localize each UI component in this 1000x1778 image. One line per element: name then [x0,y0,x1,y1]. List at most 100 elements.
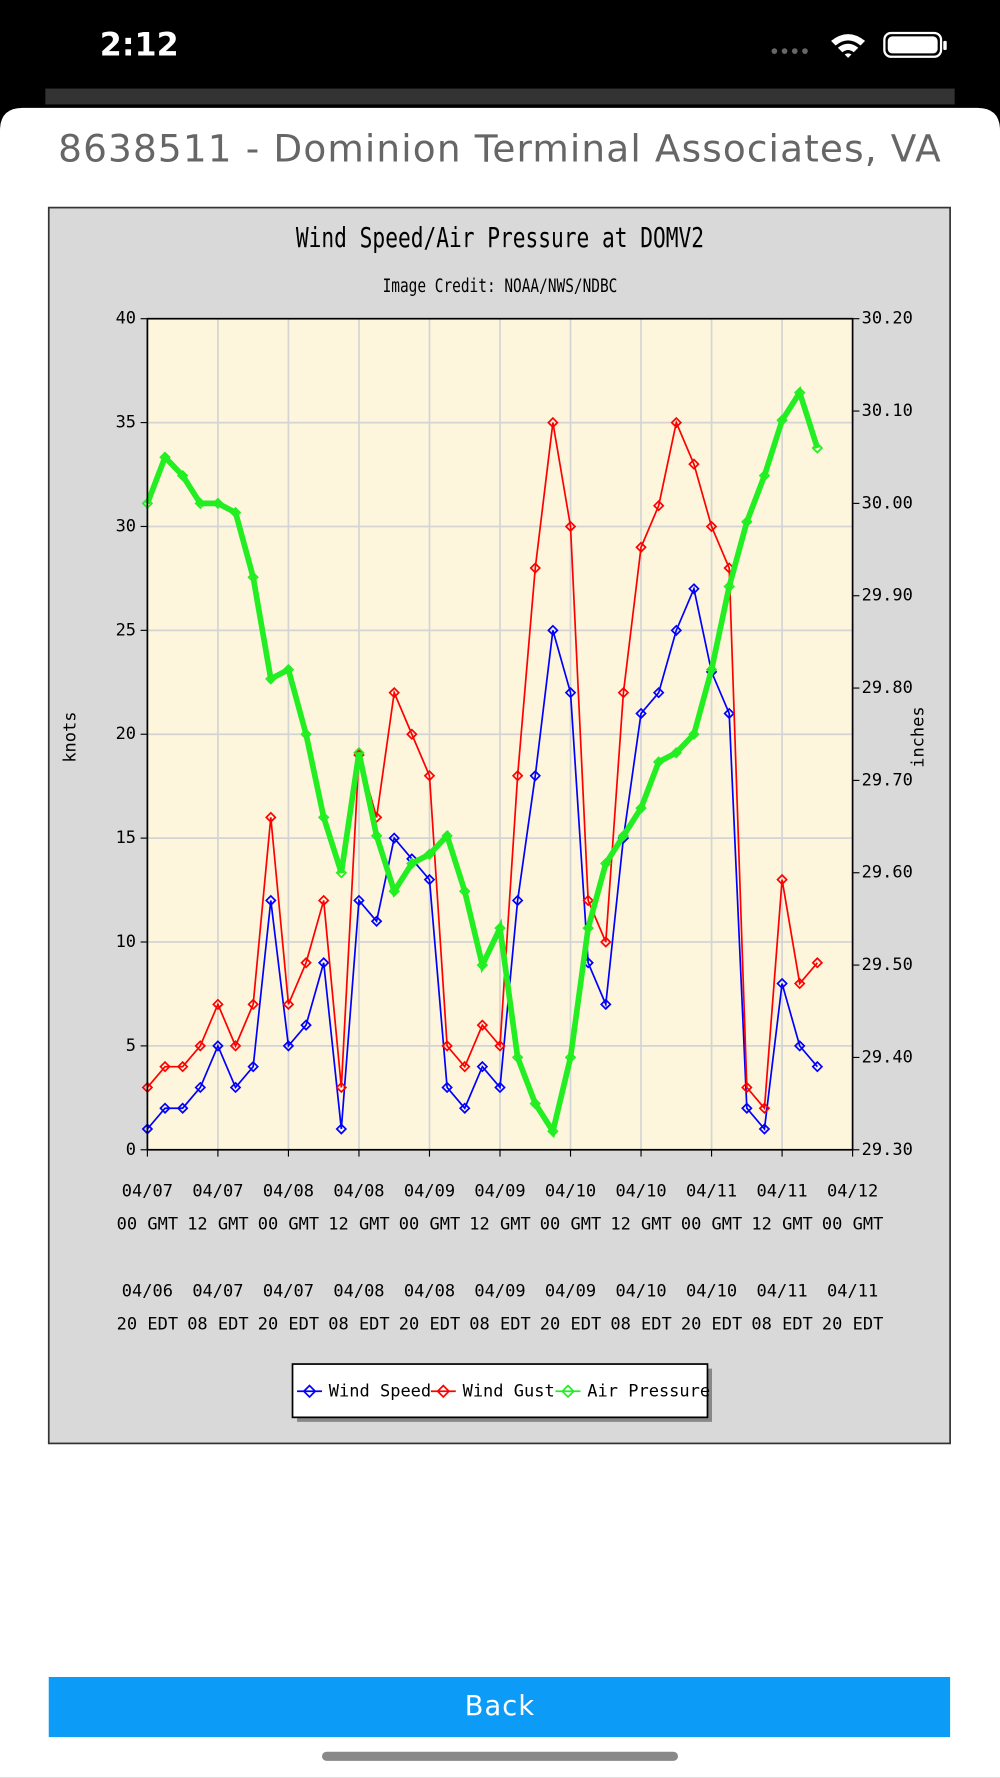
x-local-tick-sublabel: 20 EDT [822,1314,883,1334]
series-marker [741,1081,753,1094]
x-tick-sublabel: 00 GMT [117,1215,178,1235]
series-marker [564,1051,577,1064]
x-tick-label: 04/10 [615,1182,666,1202]
series-marker [353,894,365,907]
series-marker [723,707,735,720]
x-tick-sublabel: 00 GMT [258,1215,319,1235]
series-marker [670,416,683,429]
series-marker [811,442,824,454]
series-marker [494,922,506,934]
series-marker [476,1060,489,1073]
series-marker [688,583,700,595]
series-marker [776,977,788,990]
series-marker [317,957,330,969]
x-tick-label: 04/12 [827,1182,878,1202]
series-marker [229,506,242,519]
y2-tick-label: 30.20 [862,309,913,329]
series-marker [159,451,171,463]
series-marker [212,497,224,510]
series-marker [212,998,224,1011]
series-marker [582,922,594,934]
y-tick-label: 20 [116,724,136,744]
series-marker [265,811,277,824]
series-marker [353,746,365,759]
series-marker [529,770,541,782]
series-marker [370,830,383,842]
series-marker [194,1040,207,1052]
series-marker [300,957,312,969]
series-marker [370,915,383,927]
series-marker [670,746,683,759]
x-tick-sublabel: 12 GMT [610,1215,671,1235]
series-marker [476,1019,489,1031]
series-marker [811,957,824,969]
x-local-tick-sublabel: 20 EDT [681,1314,742,1334]
back-button-label[interactable]: Back [465,1691,536,1722]
x-tick-label: 04/08 [263,1182,314,1202]
back-button[interactable] [48,1676,951,1738]
series-marker [741,1102,753,1114]
series-marker [388,686,400,699]
x-tick-label: 04/07 [192,1182,243,1202]
series-marker [688,728,700,740]
y2-tick-label: 29.80 [862,678,913,698]
x-local-tick-sublabel: 08 EDT [187,1314,248,1334]
status-icons [771,31,947,58]
series-marker [670,624,683,637]
series-marker [758,469,771,482]
series-marker [476,959,489,971]
y2-tick-label: 29.40 [862,1047,913,1067]
series-marker [176,1102,189,1114]
chart-subtitle: Image Credit: NOAA/NWS/NDBC [383,274,618,296]
x-local-tick-label: 04/11 [827,1281,878,1301]
x-tick-label: 04/10 [545,1182,596,1202]
y-tick-label: 5 [126,1036,136,1056]
series-marker [335,867,348,879]
legend-label: Wind Gust [463,1381,555,1401]
series-marker [511,1051,524,1064]
x-local-tick-label: 04/08 [404,1281,455,1301]
blurred-strip [45,88,955,105]
series-marker [758,1102,771,1114]
home-indicator [321,1751,679,1761]
y-axis-label: knots [60,711,80,762]
series-marker [776,414,788,427]
series-marker [265,673,277,685]
series-marker [459,1060,471,1073]
series-marker [194,497,207,510]
x-local-tick-label: 04/10 [686,1281,737,1301]
series-marker [600,998,612,1011]
y2-tick-label: 29.90 [862,586,913,606]
series-marker [776,873,788,886]
series-marker [282,998,295,1011]
x-local-tick-sublabel: 20 EDT [117,1314,178,1334]
legend-box [291,1363,709,1419]
status-time: 2:12 [100,28,179,64]
series-marker [441,830,453,842]
series-marker [406,857,418,870]
series-marker [212,1040,224,1052]
series-marker [459,885,471,897]
series-marker [229,1081,242,1094]
series-marker [529,562,541,574]
series-marker [265,894,277,907]
x-local-tick-label: 04/07 [192,1281,243,1301]
x-tick-sublabel: 12 GMT [187,1215,248,1235]
series-line [144,385,821,1139]
x-tick-sublabel: 00 GMT [822,1215,883,1235]
series-marker [423,770,436,782]
y-tick-label: 40 [116,309,136,329]
series-marker [247,998,259,1011]
x-tick-label: 04/09 [404,1182,455,1202]
series-marker [300,728,312,740]
y2-tick-label: 29.30 [862,1140,913,1160]
y-tick-label: 15 [116,828,136,848]
series-marker [494,1081,506,1094]
legend-marker [302,1384,317,1399]
series-marker [758,1123,771,1135]
x-local-tick-sublabel: 08 EDT [610,1314,671,1334]
y2-tick-label: 30.10 [862,401,913,421]
x-local-tick-label: 04/09 [474,1281,525,1301]
series-marker [652,686,665,699]
